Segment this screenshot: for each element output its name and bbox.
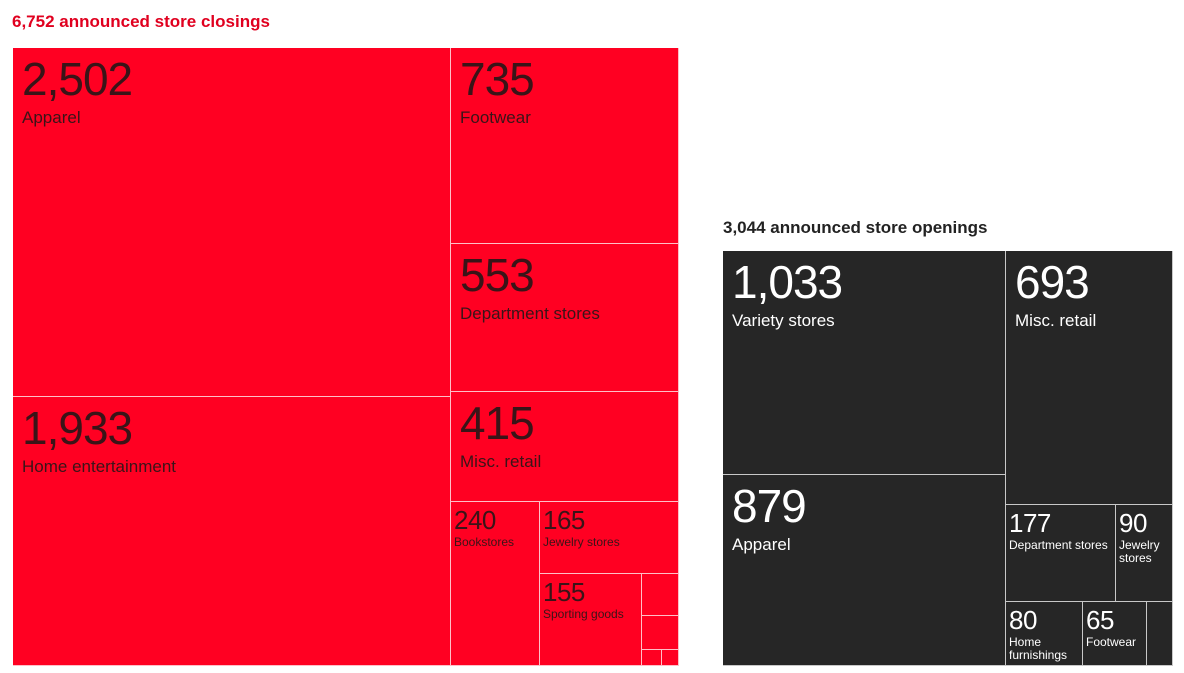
closings-treemap: 2,502 Apparel 1,933 Home entertainment 735 Fo…	[13, 48, 679, 666]
openings-treemap: 1,033 Variety stores 879 Apparel 693 Misc. re…	[723, 251, 1173, 666]
closings-category-label: Apparel	[22, 108, 81, 127]
closings-value-label: 415	[460, 397, 535, 449]
openings-chart-title: 3,044 announced store openings	[723, 218, 988, 237]
openings-cell-apparel: 879 Apparel	[723, 475, 1006, 666]
openings-cell-variety-stores: 1,033 Variety stores	[723, 251, 1006, 475]
closings-value-label: 1,933	[22, 402, 133, 454]
openings-value-label: 65	[1086, 605, 1114, 635]
openings-value-label: 177	[1009, 508, 1051, 538]
closings-chart-title: 6,752 announced store closings	[12, 12, 270, 31]
openings-category-label: Apparel	[732, 535, 791, 554]
closings-category-label: Footwear	[460, 108, 531, 127]
openings-cell-jewelry-stores: 90 Jewelry stores	[1116, 505, 1173, 602]
openings-category-label: Misc. retail	[1015, 311, 1097, 330]
openings-value-label: 90	[1119, 508, 1147, 538]
openings-value-label: 80	[1009, 605, 1037, 635]
closings-cell-home-entertainment: 1,933 Home entertainment	[13, 397, 451, 666]
closings-value-label: 240	[454, 505, 496, 535]
closings-value-label: 165	[543, 505, 585, 535]
openings-category-label: Jewelry stores	[1119, 538, 1160, 565]
openings-cell-home-furnishings: 80 Home furnishings	[1006, 602, 1083, 666]
openings-cell-other-7	[1147, 602, 1173, 666]
closings-category-label: Bookstores	[454, 535, 515, 549]
openings-category-label: Footwear	[1086, 635, 1137, 649]
closings-cell-footwear: 735 Footwear	[451, 48, 679, 244]
closings-cell-apparel: 2,502 Apparel	[13, 48, 451, 397]
closings-cell-bookstores: 240 Bookstores	[451, 502, 540, 666]
closings-cell-other-8	[642, 574, 679, 616]
openings-cell-footwear: 65 Footwear	[1083, 602, 1147, 666]
closings-value-label: 553	[460, 249, 535, 301]
closings-value-label: 155	[543, 577, 585, 607]
openings-cell-department-stores: 177 Department stores	[1006, 505, 1116, 602]
openings-category-label: Home furnishings	[1009, 635, 1068, 662]
closings-cell-other-11	[662, 650, 679, 666]
closings-cell-sporting-goods: 155 Sporting goods	[540, 574, 642, 666]
openings-category-label: Department stores	[1009, 538, 1108, 552]
closings-category-label: Department stores	[460, 304, 600, 323]
openings-category-label: Variety stores	[732, 311, 835, 330]
closings-value-label: 2,502	[22, 53, 133, 105]
closings-value-label: 735	[460, 53, 535, 105]
closings-category-label: Misc. retail	[460, 452, 542, 471]
openings-cell-misc-retail: 693 Misc. retail	[1006, 251, 1173, 505]
closings-category-label: Home entertainment	[22, 457, 177, 476]
closings-cell-misc-retail: 415 Misc. retail	[451, 392, 679, 502]
closings-cell-jewelry-stores: 165 Jewelry stores	[540, 502, 679, 574]
closings-category-label: Sporting goods	[543, 607, 624, 621]
closings-category-label: Jewelry stores	[543, 535, 620, 549]
closings-cell-other-10	[642, 650, 662, 666]
closings-cell-other-9	[642, 616, 679, 650]
openings-value-label: 879	[732, 480, 807, 532]
openings-value-label: 1,033	[732, 256, 843, 308]
closings-cell-department-stores: 553 Department stores	[451, 244, 679, 392]
openings-value-label: 693	[1015, 256, 1090, 308]
